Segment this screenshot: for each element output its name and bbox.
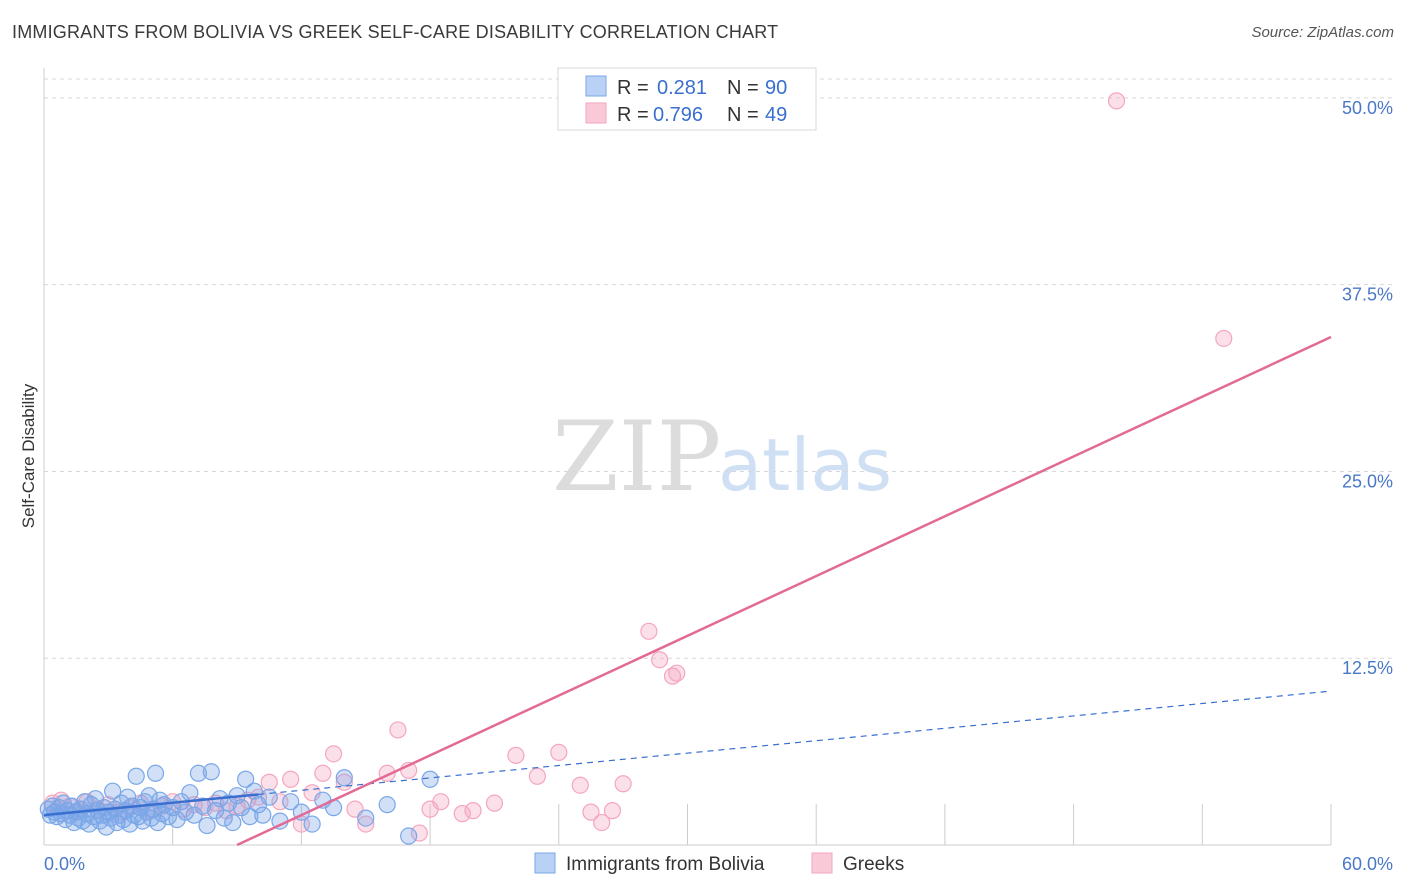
greeks-point [668, 664, 686, 682]
greeks-point [453, 805, 471, 823]
bolivia-point [378, 796, 396, 814]
y-tick-label: 50.0% [1342, 98, 1393, 118]
legend-swatch-pink [585, 102, 607, 124]
legend-n-label-2: N = [727, 104, 759, 126]
bolivia-point [185, 806, 203, 824]
greeks-point [507, 746, 525, 764]
greeks-point [1215, 329, 1233, 348]
bolivia-trend-dashed [258, 690, 1332, 796]
x-tick-label-min: 0.0% [44, 854, 85, 874]
bolivia-point [260, 788, 278, 806]
bolivia-point [282, 793, 300, 811]
legend-n-value-2: 49 [765, 104, 787, 126]
y-tick-label: 12.5% [1342, 658, 1393, 678]
bolivia-point [189, 764, 208, 782]
bolivia-point [224, 813, 242, 832]
greeks-point [324, 745, 343, 763]
bolivia-point [194, 797, 212, 815]
bolivia-point [119, 788, 137, 806]
y-axis-label: Self-Care Disability [19, 383, 38, 528]
greeks-point [314, 764, 332, 782]
greeks-point [603, 802, 622, 820]
bolivia-point [303, 815, 321, 833]
bottom-legend-swatch-blue [534, 852, 556, 874]
bolivia-point [127, 767, 145, 785]
greeks-point [1107, 92, 1126, 110]
greeks-point [550, 743, 568, 761]
grid [44, 78, 1392, 659]
watermark-zip: ZIP [552, 401, 721, 513]
y-ticks: 12.5% 25.0% 37.5% 50.0% [1342, 98, 1393, 678]
bolivia-point [97, 818, 115, 836]
bottom-legend-swatch-pink [811, 852, 833, 874]
greeks-point [410, 824, 428, 842]
bolivia-point [149, 813, 167, 832]
greeks-point [432, 793, 450, 811]
trend-lines [43, 335, 1332, 847]
bolivia-point [400, 827, 418, 845]
greeks-trend-line [236, 335, 1332, 847]
bolivia-point [104, 782, 122, 800]
greeks-point [571, 776, 589, 794]
greeks-point [593, 813, 611, 832]
watermark-atlas: atlas [718, 423, 892, 507]
greeks-point [485, 794, 504, 812]
bolivia-point [198, 816, 216, 835]
y-tick-label: 37.5% [1342, 285, 1393, 305]
bolivia-trend-solid [43, 793, 259, 817]
legend-r-value-2: 0.796 [653, 104, 703, 126]
bolivia-point [241, 808, 259, 826]
legend-swatch-blue [585, 75, 607, 97]
bolivia-point [421, 770, 439, 788]
legend-n-label-1: N = [727, 77, 759, 99]
bottom-legend-label-2: Greeks [843, 854, 904, 875]
greeks-point [282, 770, 300, 788]
greeks-point [464, 802, 482, 820]
legend-r-label-1: R = [617, 77, 649, 99]
x-tick-label-max: 60.0% [1342, 854, 1393, 874]
bolivia-point [254, 806, 272, 824]
legend-n-value-1: 90 [765, 77, 787, 99]
series-legend: Immigrants from Bolivia Greeks [534, 852, 904, 875]
greeks-point [651, 651, 669, 669]
bolivia-point [181, 784, 199, 802]
legend-r-label-2: R = [617, 104, 649, 126]
greeks-point [614, 775, 632, 793]
chart-title: IMMIGRANTS FROM BOLIVIA VS GREEK SELF-CA… [12, 22, 779, 42]
greeks-point [260, 773, 278, 791]
bolivia-point [357, 809, 375, 827]
greeks-point [357, 815, 375, 833]
legend-r-value-1: 0.281 [657, 77, 707, 99]
greeks-point [528, 767, 546, 785]
data-points [39, 92, 1233, 845]
bolivia-point [140, 787, 158, 805]
axes [43, 68, 1332, 846]
bolivia-point [237, 770, 255, 788]
bottom-legend-label-1: Immigrants from Bolivia [566, 854, 765, 875]
source-label: Source: ZipAtlas.com [1251, 24, 1394, 41]
bolivia-point [202, 763, 220, 781]
y-tick-label: 25.0% [1342, 471, 1393, 491]
greeks-point [640, 622, 658, 640]
greeks-point [582, 803, 600, 821]
bolivia-point [146, 764, 165, 782]
bolivia-point [335, 769, 353, 787]
greeks-point [389, 721, 407, 739]
bolivia-point [232, 799, 250, 817]
stats-legend: R = 0.281 N = 90 R = 0.796 N = 49 [557, 67, 817, 131]
